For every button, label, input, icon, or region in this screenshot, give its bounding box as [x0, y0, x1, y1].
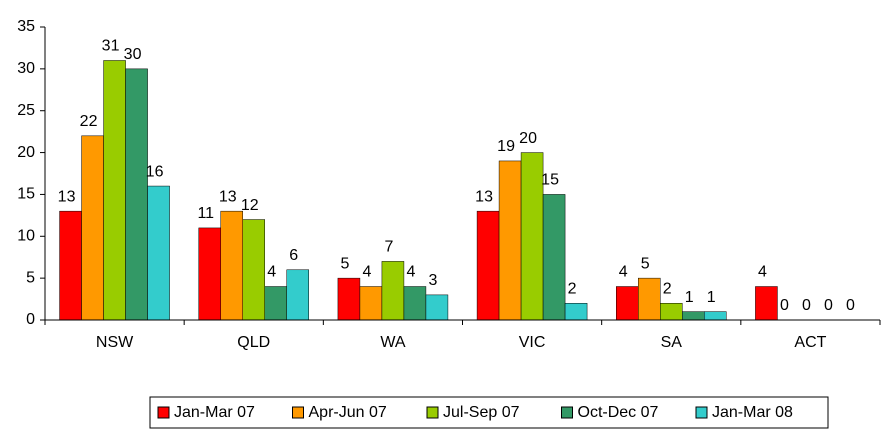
- bar: [755, 286, 778, 321]
- data-label: 19: [497, 138, 515, 155]
- legend-label: Oct-Dec 07: [578, 404, 659, 421]
- bar: [242, 219, 265, 321]
- y-tick-label: 15: [17, 186, 35, 203]
- data-label: 1: [685, 289, 694, 306]
- data-label: 30: [124, 46, 142, 63]
- y-tick-label: 20: [17, 144, 35, 161]
- legend-swatch: [695, 406, 708, 419]
- legend-swatch: [292, 406, 304, 419]
- bar: [476, 210, 500, 321]
- data-label: 1: [707, 289, 716, 306]
- data-label: 5: [641, 255, 650, 272]
- x-tick-label: SA: [661, 334, 683, 351]
- data-label: 0: [780, 297, 789, 314]
- legend-swatch: [157, 406, 170, 419]
- bar: [220, 210, 243, 321]
- bar: [638, 277, 661, 321]
- data-label: 4: [362, 264, 371, 281]
- y-tick-label: 25: [17, 102, 35, 119]
- bar: [59, 210, 82, 321]
- bar: [425, 294, 449, 321]
- data-label: 31: [102, 38, 120, 55]
- data-label: 2: [568, 280, 577, 297]
- bar: [682, 311, 705, 321]
- bar: [359, 286, 383, 321]
- bar: [198, 227, 221, 321]
- y-tick-label: 30: [17, 60, 35, 77]
- bar: [564, 303, 588, 321]
- legend-label: Apr-Jun 07: [309, 404, 387, 421]
- data-label: 13: [58, 188, 76, 205]
- y-tick-label: 5: [26, 269, 35, 286]
- bar: [103, 60, 126, 321]
- data-label: 4: [406, 264, 415, 281]
- legend-swatch: [426, 406, 439, 419]
- x-tick-label: ACT: [794, 334, 826, 351]
- data-label: 16: [146, 163, 164, 180]
- y-tick-label: 35: [17, 18, 35, 35]
- data-label: 15: [541, 172, 559, 189]
- x-tick-label: WA: [380, 334, 406, 351]
- data-label: 22: [80, 113, 98, 130]
- data-label: 4: [267, 264, 276, 281]
- data-label: 2: [663, 280, 672, 297]
- y-tick-label: 10: [17, 228, 35, 245]
- bar: [81, 135, 104, 321]
- bar: [498, 160, 522, 321]
- bar: [616, 286, 639, 321]
- legend-swatch: [561, 406, 573, 419]
- bar: [403, 286, 427, 321]
- legend-label: Jan-Mar 08: [712, 404, 793, 421]
- data-label: 0: [802, 297, 811, 314]
- data-label: 7: [384, 239, 393, 256]
- data-label: 20: [519, 130, 537, 147]
- data-label: 13: [219, 188, 237, 205]
- data-label: 3: [428, 272, 437, 289]
- legend-label: Jan-Mar 07: [174, 404, 255, 421]
- bar: [337, 277, 361, 321]
- data-label: 0: [846, 297, 855, 314]
- bar: [264, 286, 287, 321]
- data-label: 0: [824, 297, 833, 314]
- bar: [147, 185, 170, 321]
- bar: [542, 194, 566, 321]
- legend-box: [149, 396, 829, 429]
- bar: [704, 311, 727, 321]
- data-label: 11: [197, 205, 214, 222]
- data-label: 13: [475, 188, 493, 205]
- data-label: 5: [340, 255, 349, 272]
- data-label: 4: [619, 264, 628, 281]
- x-tick-label: VIC: [519, 334, 546, 351]
- legend-label: Jul-Sep 07: [443, 404, 520, 421]
- data-label: 4: [758, 264, 767, 281]
- bar: [286, 269, 309, 321]
- data-label: 12: [241, 197, 259, 214]
- y-tick-label: 0: [26, 311, 35, 328]
- bar: [660, 303, 683, 321]
- x-tick-label: NSW: [96, 334, 134, 351]
- x-tick-label: QLD: [237, 334, 270, 351]
- bar: [520, 152, 544, 321]
- data-label: 6: [289, 247, 298, 264]
- bar: [381, 261, 405, 321]
- bar: [125, 68, 148, 321]
